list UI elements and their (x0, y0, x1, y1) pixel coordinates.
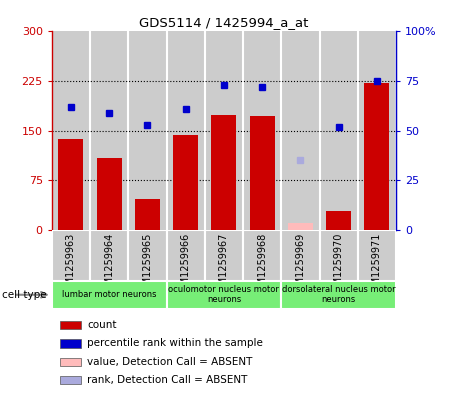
Text: lumbar motor neurons: lumbar motor neurons (62, 290, 157, 299)
Bar (205, 31, 243, 230)
Bar (58, 139, 83, 230)
Bar (128, 31, 166, 230)
Bar (212, 116, 236, 230)
Bar (60, 340, 81, 348)
Bar (358, 230, 396, 281)
Bar (281, 230, 320, 281)
Bar (173, 135, 198, 230)
Bar (60, 321, 81, 329)
Bar (288, 223, 313, 230)
Bar (320, 230, 358, 281)
Text: value, Detection Call = ABSENT: value, Detection Call = ABSENT (87, 356, 253, 367)
Text: rank, Detection Call = ABSENT: rank, Detection Call = ABSENT (87, 375, 248, 385)
Bar (205, 230, 243, 281)
Text: GSM1259964: GSM1259964 (104, 232, 114, 298)
Title: GDS5114 / 1425994_a_at: GDS5114 / 1425994_a_at (139, 16, 309, 29)
Text: GSM1259971: GSM1259971 (372, 232, 382, 298)
Bar (128, 230, 166, 281)
Bar (358, 31, 396, 230)
Bar (97, 158, 122, 230)
Bar (135, 199, 160, 230)
Bar (90, 31, 128, 230)
Bar (281, 281, 396, 309)
Bar (364, 83, 389, 230)
Bar (281, 31, 320, 230)
Text: GSM1259969: GSM1259969 (295, 232, 306, 298)
Bar (60, 358, 81, 366)
Bar (243, 230, 281, 281)
Bar (166, 230, 205, 281)
Text: GSM1259965: GSM1259965 (142, 232, 153, 298)
Bar (326, 211, 351, 230)
Text: GSM1259963: GSM1259963 (66, 232, 76, 298)
Bar (243, 31, 281, 230)
Bar (166, 281, 281, 309)
Text: cell type: cell type (2, 290, 47, 300)
Bar (250, 116, 274, 230)
Text: GSM1259968: GSM1259968 (257, 232, 267, 298)
Text: oculomotor nucleus motor
neurons: oculomotor nucleus motor neurons (168, 285, 279, 305)
Bar (52, 31, 90, 230)
Text: GSM1259967: GSM1259967 (219, 232, 229, 298)
Text: dorsolateral nucleus motor
neurons: dorsolateral nucleus motor neurons (282, 285, 396, 305)
Bar (166, 31, 205, 230)
Text: GSM1259966: GSM1259966 (180, 232, 191, 298)
Bar (52, 281, 166, 309)
Bar (52, 230, 90, 281)
Text: count: count (87, 320, 117, 331)
Bar (320, 31, 358, 230)
Text: percentile rank within the sample: percentile rank within the sample (87, 338, 263, 349)
Text: GSM1259970: GSM1259970 (333, 232, 344, 298)
Bar (90, 230, 128, 281)
Bar (60, 376, 81, 384)
